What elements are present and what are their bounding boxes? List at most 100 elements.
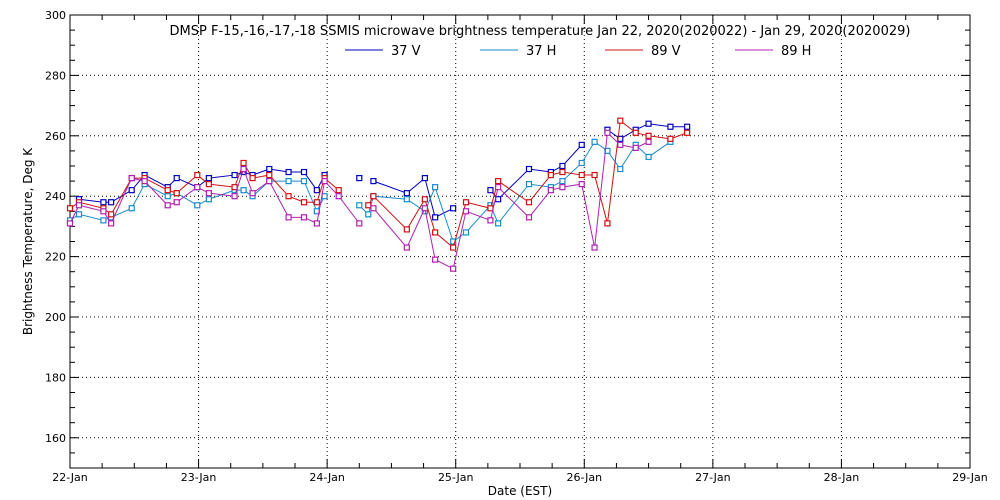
data-point — [356, 220, 363, 227]
data-point — [335, 187, 342, 194]
data-point — [335, 193, 342, 200]
data-point — [300, 199, 308, 206]
data-point — [684, 123, 691, 130]
data-point — [617, 141, 624, 148]
x-tick-label: 24-Jan — [309, 471, 345, 484]
data-point — [128, 187, 135, 194]
data-point — [645, 138, 652, 145]
legend-item: 37 H — [480, 44, 556, 59]
y-tick-label: 300 — [45, 9, 66, 22]
x-tick-label: 27-Jan — [695, 471, 731, 484]
data-point — [300, 168, 308, 176]
data-point — [240, 159, 247, 167]
y-tick-label: 240 — [45, 190, 66, 203]
data-point — [356, 202, 363, 209]
data-point — [194, 184, 201, 191]
data-point — [300, 178, 308, 185]
data-point — [450, 205, 457, 212]
data-point — [205, 174, 212, 182]
data-point — [194, 202, 201, 209]
data-point — [559, 178, 566, 185]
data-point — [313, 199, 320, 206]
data-point — [370, 205, 377, 212]
data-point — [645, 132, 652, 139]
data-point — [164, 202, 171, 209]
data-point — [240, 187, 247, 194]
data-point — [108, 211, 115, 218]
data-point — [432, 214, 439, 221]
data-point — [365, 211, 372, 218]
data-point — [578, 141, 585, 148]
data-point — [559, 184, 566, 191]
data-point — [66, 220, 74, 227]
data-point — [128, 174, 135, 182]
data-point — [370, 178, 377, 185]
data-point — [75, 211, 83, 218]
y-tick-label: 200 — [45, 311, 66, 324]
data-point — [285, 168, 292, 176]
data-point — [249, 190, 256, 197]
legend: 37 V 37 H 89 V 89 H — [345, 44, 811, 59]
data-point — [559, 162, 566, 170]
plot-frame — [69, 14, 971, 469]
x-tick-label: 22-Jan — [52, 471, 88, 484]
data-point — [495, 178, 502, 185]
x-tick-label: 23-Jan — [181, 471, 217, 484]
data-point — [578, 181, 585, 188]
data-point — [667, 135, 674, 142]
data-point — [487, 205, 494, 212]
x-tick-label: 25-Jan — [438, 471, 474, 484]
data-point — [462, 229, 470, 236]
data-point — [403, 196, 410, 203]
data-point — [164, 187, 171, 194]
data-point — [75, 202, 83, 209]
data-point — [645, 153, 652, 161]
data-point — [525, 214, 533, 221]
data-point — [450, 244, 457, 251]
data-point — [66, 205, 74, 212]
data-point — [450, 265, 457, 272]
data-point — [100, 217, 107, 224]
data-point — [128, 205, 135, 212]
data-point — [403, 226, 410, 233]
data-point — [495, 220, 502, 227]
legend-item: 89 V — [605, 44, 681, 59]
legend-label: 37 V — [391, 44, 421, 59]
data-point — [173, 199, 180, 206]
data-point — [205, 181, 212, 188]
data-point — [421, 205, 428, 212]
data-point — [525, 165, 533, 173]
data-point — [205, 196, 212, 203]
data-point — [547, 187, 554, 194]
data-point — [421, 174, 428, 182]
data-point — [231, 171, 238, 179]
data-point — [108, 220, 115, 227]
data-point — [231, 193, 238, 200]
data-point — [462, 199, 470, 206]
data-point — [370, 193, 377, 200]
data-point — [604, 129, 611, 136]
chart-title: DMSP F-15,-16,-17,-18 SSMIS microwave br… — [170, 24, 911, 39]
x-axis-title: Date (EST) — [488, 484, 552, 498]
series-37-h — [66, 138, 674, 245]
legend-item: 89 H — [735, 44, 811, 59]
data-point — [617, 117, 624, 124]
data-point — [108, 199, 115, 206]
data-point — [403, 244, 410, 251]
series-line — [69, 161, 340, 216]
data-point — [667, 123, 674, 130]
data-point — [432, 229, 439, 236]
data-point — [632, 129, 639, 136]
data-point — [604, 220, 611, 227]
data-point — [617, 165, 624, 173]
data-point — [100, 208, 107, 215]
data-point — [300, 214, 308, 221]
data-point — [591, 171, 598, 179]
data-point — [313, 187, 320, 194]
data-point — [487, 217, 494, 224]
data-point — [141, 178, 148, 185]
data-point — [173, 190, 180, 197]
data-point — [495, 184, 502, 191]
data-point — [285, 193, 292, 200]
series-89-h — [66, 129, 652, 272]
